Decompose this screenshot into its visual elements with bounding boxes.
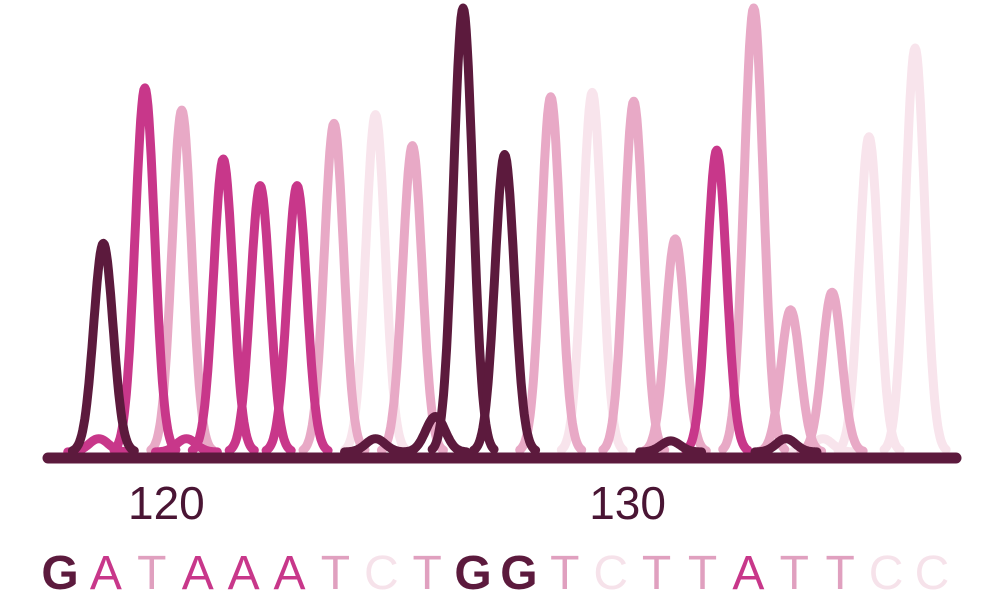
base-call-10: G bbox=[500, 547, 537, 600]
base-call-3: A bbox=[182, 547, 214, 600]
peak-g-11 bbox=[469, 150, 541, 455]
base-call-0: G bbox=[41, 547, 78, 600]
peak-g-26 bbox=[750, 434, 822, 457]
peak-a-16 bbox=[681, 145, 753, 455]
peak-g-24 bbox=[340, 434, 411, 457]
base-call-6: T bbox=[321, 547, 350, 600]
base-call-2: T bbox=[137, 547, 166, 600]
base-call-13: T bbox=[642, 547, 671, 600]
base-call-15: A bbox=[732, 547, 764, 600]
peak-g-0 bbox=[67, 238, 139, 456]
peak-g-9 bbox=[399, 412, 471, 457]
peak-a-23 bbox=[150, 434, 222, 457]
tick-label-120: 120 bbox=[128, 477, 205, 529]
position-tick-labels: 120 130 bbox=[128, 477, 666, 529]
base-call-12: C bbox=[593, 547, 628, 600]
peak-t-12 bbox=[515, 92, 587, 455]
peak-a-5 bbox=[261, 181, 333, 455]
tick-label-130: 130 bbox=[589, 477, 666, 529]
base-call-11: T bbox=[550, 547, 579, 600]
base-call-19: C bbox=[915, 547, 950, 600]
base-call-14: T bbox=[688, 547, 717, 600]
base-call-18: C bbox=[869, 547, 904, 600]
peak-g-25 bbox=[635, 436, 707, 457]
base-call-5: A bbox=[273, 547, 305, 600]
base-call-1: A bbox=[90, 547, 122, 600]
base-call-4: A bbox=[228, 547, 260, 600]
base-call-16: T bbox=[780, 547, 809, 600]
peak-t-19 bbox=[796, 287, 868, 456]
base-call-9: G bbox=[454, 547, 491, 600]
base-call-8: T bbox=[413, 547, 442, 600]
base-call-7: C bbox=[364, 547, 399, 600]
trace-group bbox=[63, 3, 951, 457]
base-call-17: T bbox=[826, 547, 855, 600]
peak-c-21 bbox=[879, 43, 951, 455]
